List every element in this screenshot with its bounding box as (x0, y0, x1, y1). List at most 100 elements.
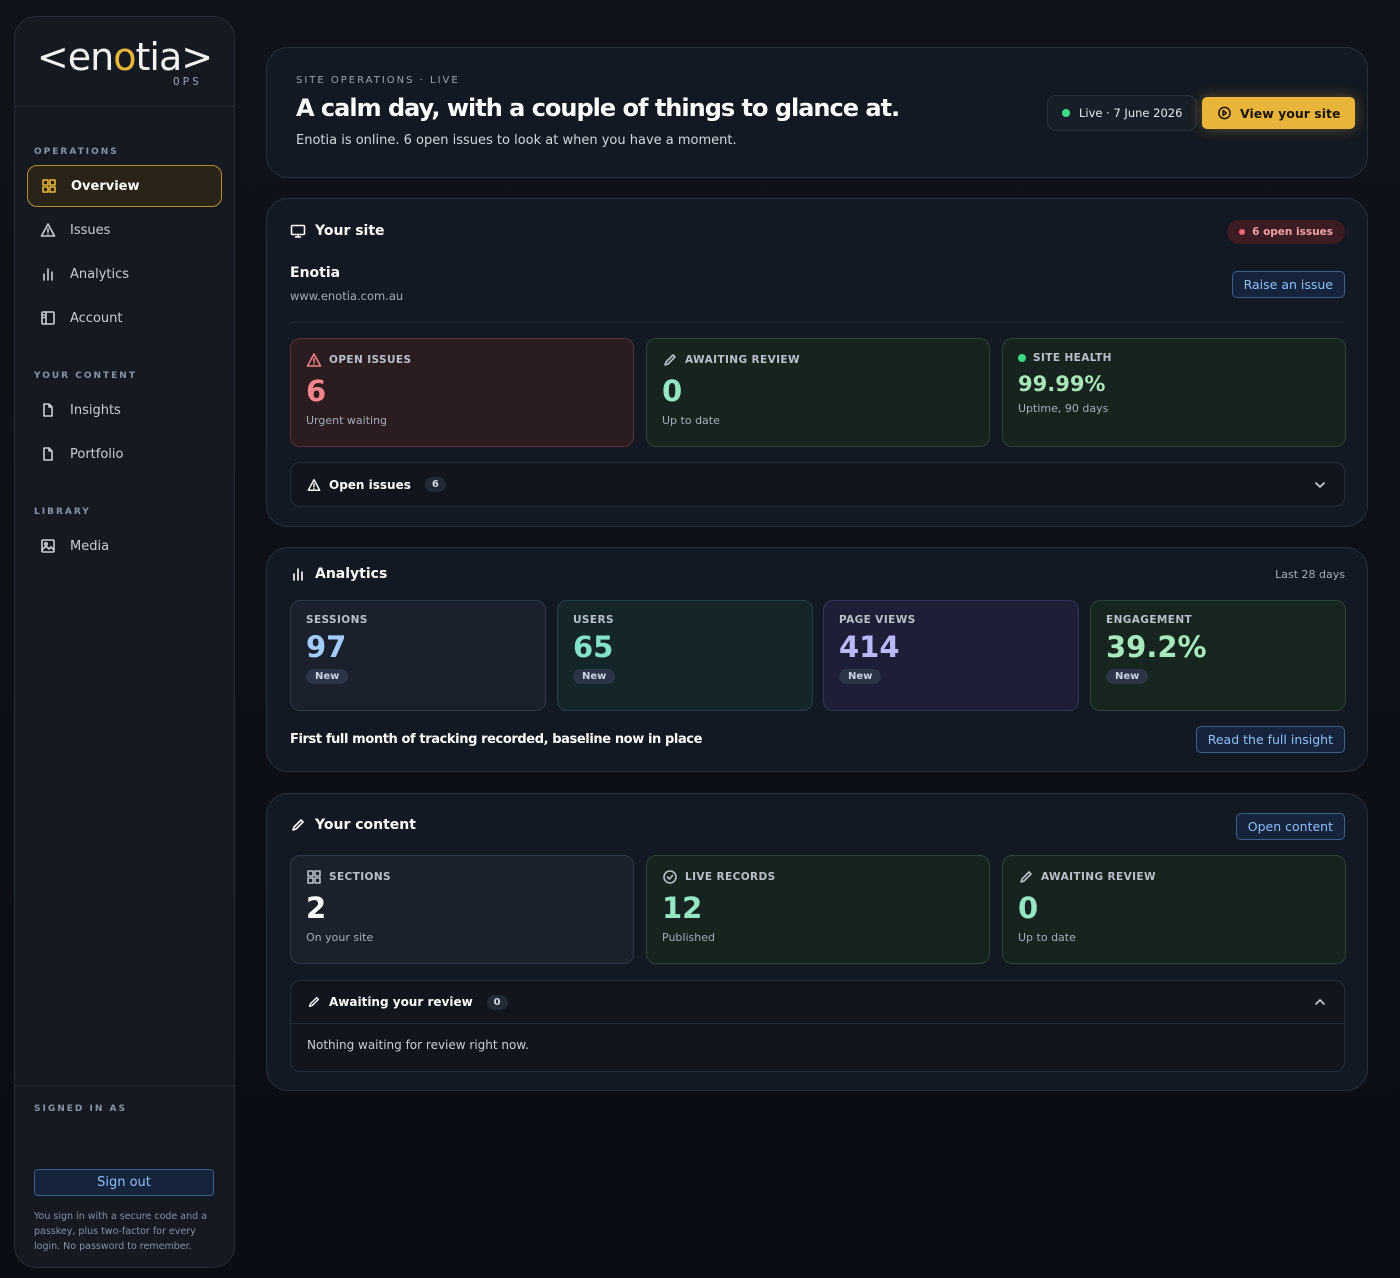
stat-value: 414 (839, 630, 900, 664)
logo[interactable]: <enotia> OPS (15, 17, 234, 107)
site-name: Enotia (290, 265, 341, 281)
stat-card: OPEN ISSUES 6 Urgent waiting (290, 338, 634, 447)
issues-accordion[interactable]: Open issues 6 (290, 462, 1345, 507)
site-url: www.enotia.com.au (290, 289, 404, 303)
review-accordion: Awaiting your review 0 Nothing waiting fo… (290, 980, 1345, 1072)
nav-label: Account (70, 310, 123, 326)
label-text: AWAITING REVIEW (1041, 871, 1156, 883)
label-text: SECTIONS (329, 871, 391, 883)
stat-card: SITE HEALTH 99.99% Uptime, 90 days (1002, 338, 1346, 447)
health-dot (1018, 354, 1026, 362)
label-text: AWAITING REVIEW (685, 354, 800, 366)
nav-label: Issues (70, 222, 111, 238)
insight-text: First full month of tracking recorded, b… (290, 732, 703, 747)
stat-value: 2 (306, 891, 327, 925)
sidebar: <enotia> OPS OPERATIONS Overview Issues A… (14, 16, 235, 1268)
hero-card: SITE OPERATIONS · LIVE A calm day, with … (266, 47, 1368, 178)
stat-value: 39.2% (1106, 630, 1207, 664)
stat-note: Up to date (1018, 931, 1076, 944)
stat-card: PAGE VIEWS 414 New (823, 600, 1079, 711)
button-label: View your site (1240, 105, 1341, 121)
nav-heading: YOUR CONTENT (34, 371, 137, 381)
card-heading: Your site (290, 223, 385, 239)
status-text: Live · 7 June 2026 (1079, 106, 1183, 120)
nav-item[interactable]: Overview (27, 165, 222, 207)
stat-card: ENGAGEMENT 39.2% New (1090, 600, 1346, 711)
stat-value: 99.99% (1018, 372, 1106, 396)
open-content-button[interactable]: Open content (1235, 813, 1345, 840)
read-insight-button[interactable]: Read the full insight (1195, 726, 1345, 753)
divider (290, 322, 1344, 323)
nav-heading: OPERATIONS (34, 147, 119, 157)
hero-subtitle: Enotia is online. 6 open issues to look … (296, 133, 737, 148)
sign-out-button[interactable]: Sign out (34, 1169, 214, 1196)
accordion-count: 0 (486, 994, 508, 1010)
hero-title: A calm day, with a couple of things to g… (296, 94, 900, 122)
stat-label: LIVE RECORDS (662, 869, 974, 885)
stat-value: 97 (306, 630, 347, 664)
nav-item[interactable]: Analytics (27, 253, 222, 295)
stat-value: 0 (662, 374, 683, 408)
site-card: Your site 6 open issues Enotia www.enoti… (266, 198, 1368, 527)
analytics-card: Analytics Last 28 days SESSIONS 97 New USE… (266, 547, 1368, 772)
stat-value: 6 (306, 374, 327, 408)
nav-item[interactable]: Issues (27, 209, 222, 251)
date-range: Last 28 days (1275, 568, 1345, 581)
stat-card: SESSIONS 97 New (290, 600, 546, 711)
stat-note: On your site (306, 931, 374, 944)
accordion-label: Open issues (329, 477, 411, 492)
nav-group: LIBRARY Media (15, 507, 234, 567)
stat-value: 65 (573, 630, 614, 664)
nav-label: Analytics (70, 266, 130, 282)
stat-label: ENGAGEMENT (1106, 614, 1193, 626)
stat-tag: New (306, 669, 349, 684)
eyebrow: SITE OPERATIONS · LIVE (296, 75, 460, 86)
stat-note: Uptime, 90 days (1018, 402, 1109, 415)
stat-label: OPEN ISSUES (306, 352, 618, 368)
accordion-body: Nothing waiting for review right now. (307, 1038, 529, 1052)
label-text: LIVE RECORDS (685, 871, 776, 883)
nav-group: OPERATIONS Overview Issues Analytics Acc… (15, 147, 234, 339)
nav-item[interactable]: Insights (27, 389, 222, 431)
nav-group: YOUR CONTENT Insights Portfolio (15, 371, 234, 475)
badge-dot (1239, 229, 1246, 235)
card-heading: Your content (290, 817, 416, 833)
nav-item[interactable]: Account (27, 297, 222, 339)
nav-label: Portfolio (70, 446, 124, 462)
stat-value: 12 (662, 891, 703, 925)
stat-label: USERS (573, 614, 614, 626)
label-text: SITE HEALTH (1033, 352, 1112, 364)
view-site-button[interactable]: View your site (1202, 97, 1356, 129)
stat-tag: New (573, 669, 616, 684)
stat-card: AWAITING REVIEW 0 Up to date (1002, 855, 1346, 964)
divider (15, 1085, 234, 1086)
heading-text: Analytics (315, 566, 388, 582)
stat-note: Published (662, 931, 715, 944)
nav-label: Media (70, 538, 110, 554)
accordion-label: Awaiting your review (329, 995, 473, 1009)
stat-label: SECTIONS (306, 869, 618, 885)
heading-text: Your site (315, 223, 385, 239)
status-dot (1062, 109, 1070, 117)
nav-item[interactable]: Media (27, 525, 222, 567)
stat-tag: New (1106, 669, 1149, 684)
stat-label: SESSIONS (306, 614, 368, 626)
logo-text: tia> (135, 35, 213, 79)
content-card: Your content Open content SECTIONS 2 On yo… (266, 793, 1368, 1091)
stat-tag: New (839, 669, 882, 684)
stat-card: AWAITING REVIEW 0 Up to date (646, 338, 990, 447)
badge-text: 6 open issues (1252, 226, 1333, 238)
nav-label: Overview (71, 178, 140, 194)
stat-card: SECTIONS 2 On your site (290, 855, 634, 964)
logo-accent: o (113, 35, 136, 79)
nav-item[interactable]: Portfolio (27, 433, 222, 475)
raise-issue-button[interactable]: Raise an issue (1231, 271, 1345, 298)
card-heading: Analytics (290, 566, 387, 582)
accordion-count: 6 (424, 477, 446, 492)
accordion-header[interactable]: Awaiting your review 0 (291, 981, 1344, 1024)
nav-label: Insights (70, 402, 121, 418)
live-status: Live · 7 June 2026 (1047, 95, 1198, 131)
logo-sub: OPS (173, 75, 202, 88)
stat-label: PAGE VIEWS (839, 614, 916, 626)
